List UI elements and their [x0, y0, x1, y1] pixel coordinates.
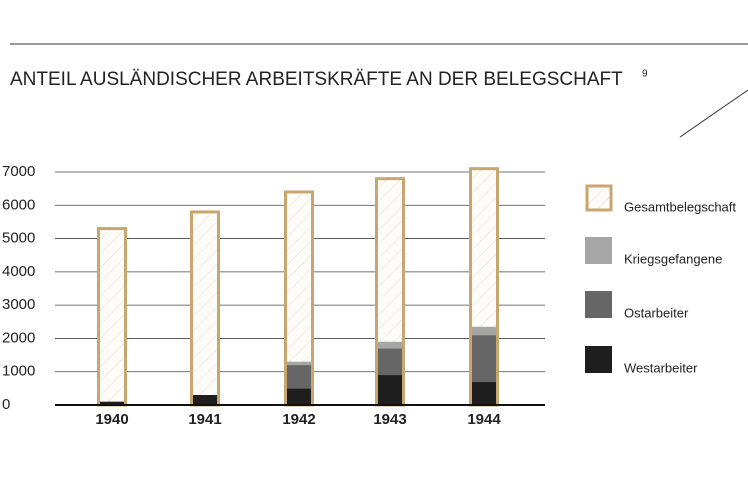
- legend-label: Ostarbeiter: [624, 305, 689, 320]
- legend-label: Gesamtbelegschaft: [624, 199, 736, 214]
- y-tick-label: 3000: [2, 296, 35, 313]
- x-tick-label: 1940: [95, 411, 128, 428]
- legend-swatch: [585, 237, 612, 264]
- decoration: [679, 89, 748, 138]
- bar-segment: [287, 388, 311, 405]
- x-tick-label: 1944: [467, 411, 501, 428]
- y-tick-label: 1000: [2, 363, 35, 380]
- bar-segment: [472, 381, 496, 405]
- legend-swatch: [585, 184, 613, 212]
- x-tick-label: 1943: [373, 411, 406, 428]
- legend-swatch: [585, 346, 612, 373]
- bar-total: [97, 227, 127, 407]
- x-tick-label: 1942: [282, 411, 315, 428]
- legend-label: Westarbeiter: [624, 360, 698, 375]
- x-tick-label: 1941: [188, 411, 221, 428]
- y-tick-label: 6000: [2, 196, 35, 213]
- footnote: 9: [642, 69, 648, 80]
- legend-label: Kriegsgefangene: [624, 251, 722, 266]
- y-tick-label: 2000: [2, 329, 35, 346]
- bar-total: [190, 210, 220, 407]
- bar-segment: [378, 341, 402, 349]
- bar-segment: [378, 375, 402, 405]
- y-tick-label: 4000: [2, 263, 35, 280]
- y-tick-label: 0: [2, 396, 10, 413]
- bar-segment: [287, 361, 311, 366]
- bar-segment: [378, 348, 402, 376]
- bar-segment: [100, 401, 124, 405]
- y-tick-label: 7000: [2, 163, 35, 180]
- chart-title: ANTEIL AUSLÄNDISCHER ARBEITSKRÄFTE AN DE…: [10, 69, 623, 90]
- legend-swatch: [585, 291, 612, 318]
- bar-segment: [472, 335, 496, 382]
- bar-segment: [287, 365, 311, 389]
- bar-segment: [193, 395, 217, 405]
- y-tick-label: 5000: [2, 230, 35, 247]
- bar-segment: [472, 326, 496, 336]
